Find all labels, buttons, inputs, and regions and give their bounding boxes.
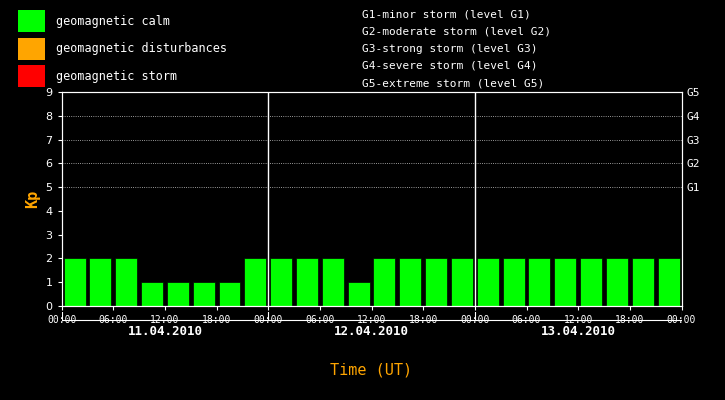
Bar [18,10,45,32]
Bar [631,258,654,306]
Bar [64,258,86,306]
Text: geomagnetic storm: geomagnetic storm [56,70,177,83]
Bar [658,258,679,306]
Text: geomagnetic disturbances: geomagnetic disturbances [56,42,227,55]
Bar [193,282,215,306]
Text: G2-moderate storm (level G2): G2-moderate storm (level G2) [362,26,552,36]
Bar [244,258,266,306]
Bar [373,258,395,306]
Text: 11.04.2010: 11.04.2010 [128,325,202,338]
Bar [451,258,473,306]
Bar [606,258,628,306]
Bar [18,38,45,60]
Y-axis label: Kp: Kp [25,190,40,208]
Bar [141,282,163,306]
Text: 13.04.2010: 13.04.2010 [541,325,616,338]
Bar [502,258,525,306]
Bar [555,258,576,306]
Bar [580,258,602,306]
Bar [348,282,370,306]
Bar [218,282,241,306]
Bar [115,258,137,306]
Bar [18,65,45,88]
Text: Time (UT): Time (UT) [331,362,413,378]
Text: 12.04.2010: 12.04.2010 [334,325,409,338]
Text: G4-severe storm (level G4): G4-severe storm (level G4) [362,61,538,71]
Bar [425,258,447,306]
Bar [89,258,112,306]
Text: G3-strong storm (level G3): G3-strong storm (level G3) [362,44,538,54]
Bar [296,258,318,306]
Bar [322,258,344,306]
Bar [529,258,550,306]
Text: G5-extreme storm (level G5): G5-extreme storm (level G5) [362,78,544,88]
Bar [477,258,499,306]
Bar [270,258,292,306]
Text: G1-minor storm (level G1): G1-minor storm (level G1) [362,9,531,19]
Text: geomagnetic calm: geomagnetic calm [56,15,170,28]
Bar [167,282,188,306]
Bar [399,258,421,306]
